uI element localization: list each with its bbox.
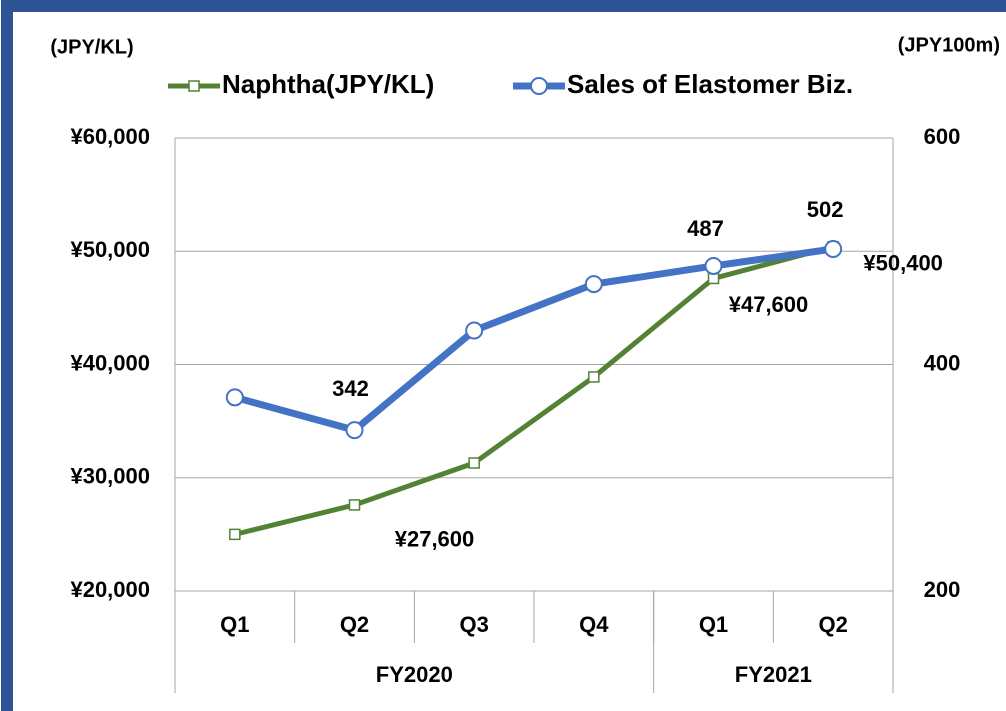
data-label: ¥27,600 (395, 527, 475, 552)
point (468, 457, 480, 469)
data-label: ¥50,400 (863, 251, 943, 276)
y2-tick-label: 400 (924, 350, 961, 375)
y2-tick-label: 200 (924, 577, 961, 602)
x-tick-label: Q1 (699, 612, 728, 637)
point (348, 499, 361, 511)
series-line (233, 245, 834, 434)
x-tick-label: Q2 (340, 612, 369, 637)
data-label: ¥47,600 (729, 292, 809, 317)
y-axis-label: (JPY/KL) (50, 36, 133, 58)
data-label: 502 (807, 197, 844, 222)
point (588, 371, 600, 383)
y-tick-label: ¥30,000 (70, 464, 150, 489)
x-tick-label: Q2 (818, 612, 847, 637)
data-label: 342 (332, 376, 369, 401)
y-tick-label: ¥40,000 (70, 350, 150, 375)
y-tick-label: ¥20,000 (70, 577, 150, 602)
point (465, 321, 484, 340)
x-tick-label: Q1 (220, 612, 249, 637)
y2-axis-label: (JPY100m) (898, 34, 1000, 56)
series-line (234, 244, 834, 537)
data-label: 487 (687, 216, 724, 241)
x-tick-label: Q3 (459, 612, 488, 637)
point (704, 256, 723, 275)
point (229, 528, 241, 541)
point (225, 388, 244, 407)
legend-marker (530, 77, 548, 95)
point (824, 239, 843, 258)
point (584, 275, 603, 294)
point (345, 421, 364, 440)
legend-label: Naphtha(JPY/KL) (222, 69, 434, 99)
legend-label: Sales of Elastomer Biz. (567, 69, 853, 99)
x-group-label: FY2021 (735, 662, 812, 687)
y-tick-label: ¥50,000 (70, 237, 150, 262)
x-tick-label: Q4 (579, 612, 609, 637)
legend-marker (188, 80, 200, 92)
y-tick-label: ¥60,000 (70, 124, 150, 149)
y2-tick-label: 600 (924, 124, 961, 149)
x-group-label: FY2020 (376, 662, 453, 687)
